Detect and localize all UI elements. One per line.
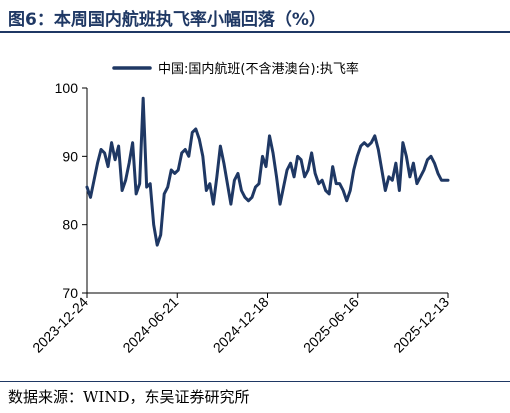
y-tick-label: 90 — [62, 148, 78, 164]
x-tick-label: 2024-06-21 — [119, 294, 181, 356]
y-axis: 70 80 90 100 — [55, 80, 88, 301]
source-note: 数据来源：WIND，东吴证券研究所 — [8, 388, 250, 406]
x-tick-label: 2025-12-13 — [390, 294, 452, 356]
x-axis: 2023-12-24 2024-06-21 2024-12-18 2025-06-16… — [29, 292, 452, 356]
legend-label-0: 中国:国内航班(不含港澳台):执飞率 — [158, 61, 359, 77]
y-tick-label: 80 — [62, 217, 78, 233]
legend: 中国:国内航班(不含港澳台):执飞率 — [112, 61, 359, 77]
x-tick-label: 2025-06-16 — [300, 294, 362, 356]
title-divider — [0, 31, 510, 33]
y-tick-label: 100 — [55, 80, 79, 96]
x-tick-label: 2023-12-24 — [29, 294, 91, 356]
title-bar: 图6：本周国内航班执飞率小幅回落（%） — [0, 0, 510, 33]
series-line-0 — [85, 96, 450, 247]
page-title: 图6：本周国内航班执飞率小幅回落（%） — [8, 10, 326, 30]
footer-divider — [0, 381, 510, 382]
y-tick-label: 70 — [62, 285, 78, 301]
x-tick-label: 2024-12-18 — [210, 294, 272, 356]
plot-area — [85, 96, 450, 247]
